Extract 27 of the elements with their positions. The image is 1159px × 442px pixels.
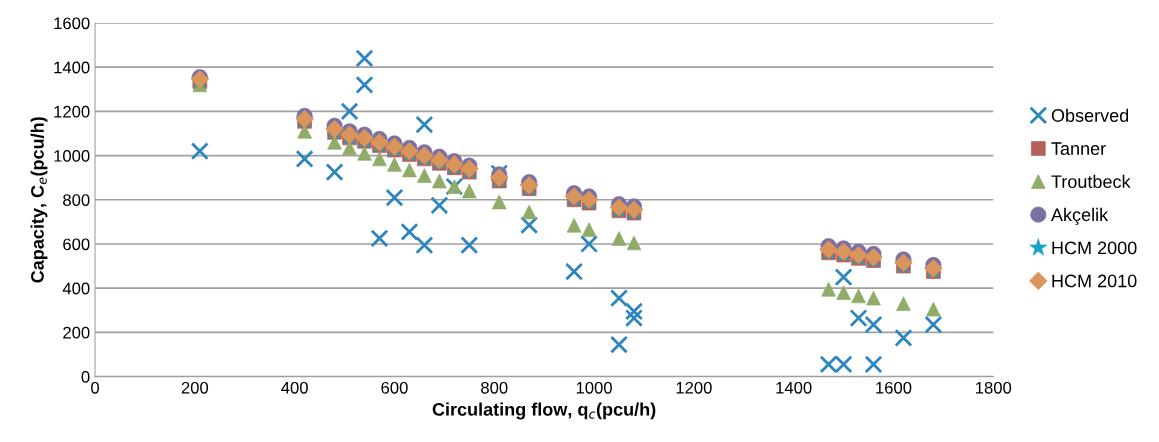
- x-tick-label: 1800: [976, 381, 1012, 394]
- x-tick-label: 200: [181, 381, 209, 394]
- y-tick-label: 0: [81, 370, 90, 383]
- x-tick-label: 800: [481, 381, 508, 394]
- y-tick-label: 400: [62, 282, 90, 295]
- x-tick-label: 1600: [876, 381, 912, 394]
- legend-label: Akçelik: [1050, 207, 1109, 225]
- y-tick-label: 1400: [54, 61, 90, 74]
- x-tick-label: 400: [281, 381, 308, 394]
- x-axis-title: Circulating flow, q$_{c}$(pcu/h): [432, 402, 656, 420]
- y-tick-label: 200: [63, 326, 90, 339]
- x-tick-label: 1000: [576, 381, 612, 394]
- y-tick-label: 1000: [54, 149, 90, 162]
- legend-label: HCM 2000: [1052, 241, 1137, 255]
- legend-label: Tanner: [1051, 142, 1106, 155]
- y-tick-label: 800: [63, 194, 90, 206]
- legend-label: Observed: [1051, 108, 1129, 122]
- x-tick-label: 600: [381, 381, 408, 394]
- legend-label: HCM 2010: [1052, 274, 1137, 288]
- y-tick-label: 1600: [54, 17, 90, 30]
- x-tick-label: 0: [91, 381, 100, 394]
- x-tick-label: 1200: [676, 381, 712, 394]
- y-tick-label: 600: [63, 238, 90, 251]
- legend-label: Troutbeck: [1051, 174, 1131, 189]
- x-tick-label: 1400: [776, 381, 812, 394]
- y-tick-label: 1200: [54, 105, 90, 118]
- y-axis-title: Capacity, C$_{e}$(pcu/h): [30, 117, 48, 283]
